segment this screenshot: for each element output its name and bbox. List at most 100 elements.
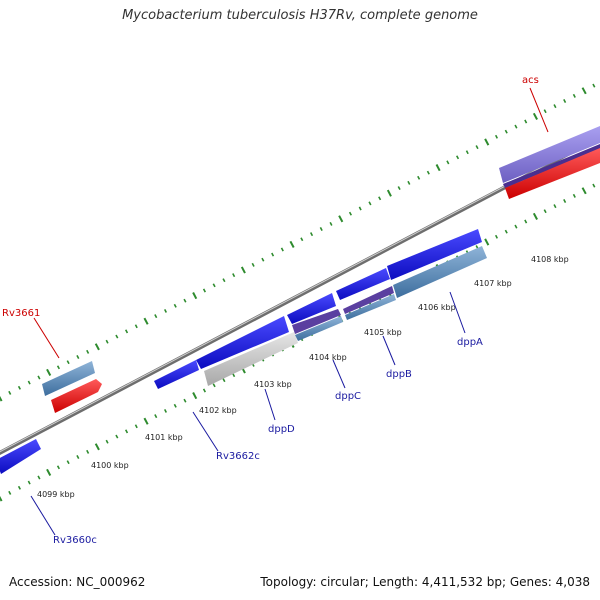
leader-line-dppb [382, 335, 396, 366]
tick-mark-upper [358, 206, 362, 211]
tick-mark-lower [532, 212, 538, 220]
tick-mark-upper [592, 83, 596, 88]
leader-line-dppd [264, 388, 276, 421]
gene-label-rv3662c[interactable]: Rv3662c [216, 451, 260, 462]
tick-mark-lower [154, 414, 158, 419]
tick-mark-upper [378, 196, 382, 201]
tick-mark-upper [532, 112, 538, 120]
kbp-label: 4108 kbp [531, 255, 569, 264]
gene-acs-lavender[interactable] [499, 126, 600, 183]
tick-mark-lower [572, 193, 576, 198]
cds-rv3662c[interactable] [154, 360, 199, 389]
tick-mark-upper [514, 124, 518, 129]
tick-mark-lower [163, 409, 168, 413]
leader-line-dppa [449, 291, 466, 334]
kbp-label: 4104 kbp [309, 353, 347, 362]
gene-acs-purple[interactable] [503, 144, 600, 188]
tick-mark-lower [202, 388, 207, 393]
genome-backbone [0, 134, 600, 456]
gene-acs-red[interactable] [505, 148, 600, 199]
tick-mark-upper [386, 189, 392, 197]
tick-mark-upper [37, 375, 41, 380]
gene-label-dppb[interactable]: dppB [386, 369, 412, 380]
tick-mark-upper [417, 175, 421, 180]
tick-mark-upper [319, 227, 323, 231]
tick-mark-upper [173, 303, 177, 308]
tick-mark-upper [202, 288, 207, 293]
tick-mark-upper [368, 201, 372, 206]
tick-mark-upper [280, 247, 284, 252]
tick-mark-upper [397, 186, 401, 190]
gene-leader-lines [30, 87, 549, 536]
cds-dppc[interactable] [287, 293, 336, 324]
tick-mark-lower [592, 183, 596, 188]
gene-dppc-blue[interactable] [295, 316, 343, 341]
gene-label-dppd[interactable]: dppD [268, 424, 295, 435]
tick-mark-lower [143, 417, 149, 425]
gene-dppc-purple[interactable] [292, 309, 341, 334]
tick-mark-upper [524, 119, 528, 124]
tick-mark-lower [8, 490, 12, 495]
gene-label-dppc[interactable]: dppC [335, 391, 361, 402]
leader-line-rv3660c [30, 495, 56, 536]
kbp-label: 4105 kbp [364, 328, 402, 337]
feature-track [0, 126, 600, 474]
gene-labels: Rv3660c Rv3661 Rv3662c dppD dppC dppB dp… [2, 75, 539, 546]
tick-mark-upper [86, 349, 90, 354]
tick-mark-upper [251, 262, 255, 267]
tick-mark-upper [105, 339, 109, 344]
tick-mark-upper [271, 252, 275, 257]
tick-mark-upper [240, 266, 246, 274]
gene-dppb-purple[interactable] [343, 286, 394, 314]
tick-mark-lower [543, 209, 547, 214]
tick-mark-lower [192, 392, 198, 400]
tick-mark-upper [8, 390, 12, 395]
tick-mark-lower [563, 199, 567, 203]
leader-line-dppc [332, 359, 346, 389]
tick-mark-lower [105, 439, 109, 444]
tick-mark-upper [581, 87, 587, 95]
tick-mark-upper [154, 314, 158, 319]
tick-mark-upper [212, 283, 216, 288]
tick-mark-lower [94, 443, 100, 451]
tick-mark-upper [134, 324, 138, 329]
cds-rv3660c[interactable] [0, 439, 41, 474]
tick-mark-upper [426, 170, 430, 175]
tick-mark-upper [56, 365, 61, 370]
leader-line-rv3661 [33, 317, 60, 359]
tick-mark-lower [115, 434, 119, 439]
cds-dppd[interactable] [196, 316, 289, 369]
tick-mark-lower [66, 460, 70, 465]
leader-line-acs [529, 87, 549, 133]
kbp-label: 4106 kbp [418, 303, 456, 312]
gene-label-acs[interactable]: acs [522, 75, 539, 86]
tick-row-upper [0, 83, 596, 402]
tick-mark-upper [543, 109, 547, 114]
cds-dppb[interactable] [336, 268, 390, 300]
gene-rv3661-lower[interactable] [51, 379, 102, 413]
tick-mark-upper [124, 329, 129, 334]
tick-mark-lower [504, 229, 508, 234]
kbp-labels: 4099 kbp 4100 kbp 4101 kbp 4102 kbp 4103… [37, 255, 569, 499]
tick-mark-upper [94, 343, 100, 351]
tick-mark-upper [46, 368, 52, 376]
gene-dppd-grey[interactable] [204, 332, 298, 386]
tick-mark-lower [222, 378, 226, 383]
tick-mark-lower [27, 480, 31, 485]
tick-mark-lower [514, 224, 518, 229]
tick-mark-upper [115, 334, 119, 339]
tick-mark-lower [0, 495, 3, 502]
gene-dppa-blue[interactable] [393, 246, 487, 298]
gene-rv3661-upper[interactable] [42, 361, 95, 396]
gene-label-rv3661[interactable]: Rv3661 [2, 308, 40, 319]
tick-mark-upper [222, 278, 226, 283]
tick-mark-lower [76, 455, 80, 459]
tick-mark-upper [465, 150, 469, 155]
gene-label-dppa[interactable]: dppA [457, 337, 483, 348]
tick-mark-upper [143, 317, 149, 325]
cds-dppa[interactable] [387, 229, 482, 280]
gene-dppb-blue[interactable] [345, 294, 396, 320]
tick-mark-lower [232, 373, 236, 378]
gene-label-rv3660c[interactable]: Rv3660c [53, 535, 97, 546]
